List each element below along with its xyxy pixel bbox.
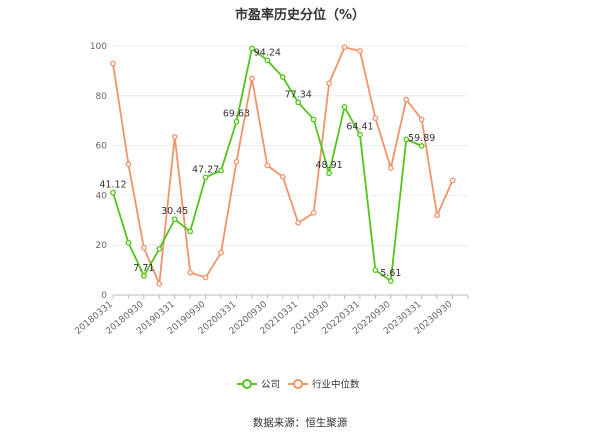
data-label: 94.24 — [254, 47, 281, 58]
data-point — [202, 274, 209, 281]
data-labels: 41.12 7.71 30.45 47.27 69.63 94.24 77.34 48.91 6… — [99, 47, 435, 279]
series-line — [112, 46, 454, 285]
data-point — [403, 96, 410, 103]
data-point — [326, 170, 332, 177]
data-point — [310, 209, 317, 216]
legend-swatch-marker — [242, 379, 252, 389]
data-point — [218, 167, 224, 174]
x-axis: 2018033120180930201903312019093020200331… — [73, 295, 469, 337]
chart-title: 市盈率历史分位（%） — [235, 7, 365, 23]
data-point — [187, 228, 194, 235]
data-point — [156, 246, 163, 252]
y-tick-label: 100 — [90, 42, 107, 52]
y-tick-label: 40 — [96, 191, 108, 201]
data-label: 59.89 — [408, 133, 435, 144]
data-point — [295, 219, 302, 226]
data-point — [187, 269, 194, 276]
data-point — [279, 173, 286, 180]
legend-swatch-marker — [293, 379, 303, 389]
data-point — [110, 60, 116, 67]
series-group — [110, 44, 456, 287]
data-point — [171, 216, 178, 223]
data-label: 47.27 — [192, 164, 219, 175]
data-point — [233, 118, 240, 125]
data-point — [279, 74, 286, 80]
data-point — [218, 249, 224, 256]
data-point — [372, 267, 379, 273]
data-point — [326, 80, 332, 87]
data-point — [156, 280, 163, 287]
data-point — [264, 162, 271, 169]
data-point — [233, 158, 240, 165]
data-label: 48.91 — [315, 160, 342, 171]
data-point — [449, 177, 456, 184]
data-label: 77.34 — [285, 89, 312, 100]
data-label: 69.63 — [223, 109, 250, 120]
source-note: 数据来源：恒生聚源 — [253, 416, 348, 429]
data-point — [357, 131, 363, 138]
data-point — [202, 174, 209, 181]
data-point — [341, 44, 348, 51]
data-label: 5.61 — [380, 268, 401, 279]
data-point — [125, 239, 132, 246]
y-tick-label: 80 — [96, 92, 108, 102]
data-point — [403, 136, 410, 143]
data-point — [418, 143, 425, 149]
y-tick-label: 60 — [96, 142, 108, 152]
data-point — [249, 75, 255, 82]
legend[interactable]: 公司 行业中位数 — [237, 379, 360, 391]
data-point — [341, 104, 348, 110]
legend-label[interactable]: 行业中位数 — [312, 379, 360, 391]
data-point — [249, 45, 255, 52]
legend-label[interactable]: 公司 — [261, 380, 280, 391]
data-point — [171, 134, 178, 140]
data-label: 7.71 — [133, 263, 154, 274]
data-point — [418, 116, 425, 123]
data-point — [141, 272, 147, 279]
y-tick-label: 0 — [101, 291, 107, 301]
data-point — [387, 165, 394, 171]
data-label: 64.41 — [346, 122, 373, 133]
data-point — [357, 48, 363, 54]
data-point — [110, 189, 116, 196]
data-point — [372, 115, 379, 122]
data-label: 41.12 — [99, 180, 126, 191]
data-point — [310, 116, 317, 123]
y-tick-label: 20 — [96, 241, 108, 251]
data-point — [264, 57, 271, 64]
y-axis-ticks: 0 20 40 60 80 100 — [90, 42, 107, 301]
data-point — [434, 212, 440, 219]
data-point — [387, 278, 394, 284]
data-label: 30.45 — [161, 206, 188, 217]
grid-lines — [113, 45, 468, 296]
data-point — [295, 99, 302, 106]
data-point — [125, 161, 132, 168]
data-point — [141, 244, 147, 251]
